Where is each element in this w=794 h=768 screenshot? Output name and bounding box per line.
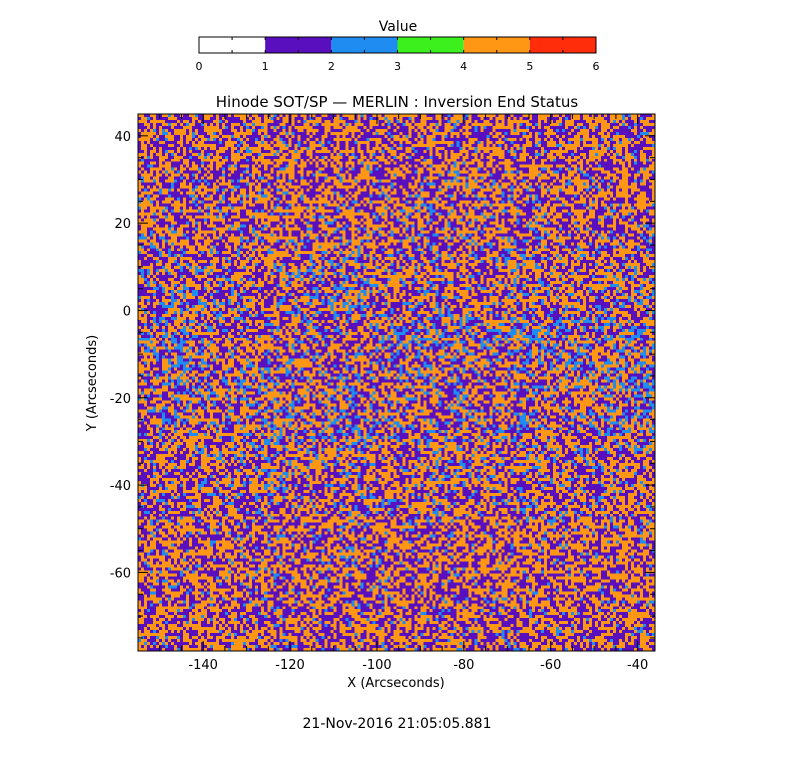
- colorbar-title: Value: [379, 19, 417, 35]
- colorbar-tick-label: 1: [262, 60, 269, 73]
- colorbar-tick-label: 6: [593, 60, 600, 73]
- y-axis: 40 20 0 -20 -40 -60: [110, 113, 655, 639]
- colorbar-segment: [529, 37, 596, 53]
- colorbar-segment: [397, 37, 464, 53]
- colorbar-ticks: 0 1 2 3 4 5 6: [196, 60, 600, 73]
- x-tick-label: -40: [627, 658, 648, 673]
- x-tick-label: -60: [540, 658, 561, 673]
- y-axis-label: Y (Arcseconds): [85, 335, 100, 432]
- timestamp: 21-Nov-2016 21:05:05.881: [303, 716, 492, 732]
- x-axis-label: X (Arcseconds): [347, 676, 444, 691]
- colorbar-tick-label: 2: [328, 60, 335, 73]
- colorbar: [198, 36, 597, 54]
- heatmap-image: [138, 114, 655, 651]
- y-tick-label: 20: [114, 217, 131, 232]
- colorbar-tick-label: 0: [196, 60, 203, 73]
- chart-title: Hinode SOT/SP — MERLIN : Inversion End S…: [216, 93, 579, 111]
- colorbar-tick-label: 3: [394, 60, 401, 73]
- colorbar-frame: [198, 36, 597, 54]
- plot-frame: [137, 113, 656, 652]
- x-tick-label: -120: [275, 658, 305, 673]
- colorbar-tick-label: 4: [460, 60, 467, 73]
- y-tick-label: -40: [110, 479, 131, 494]
- colorbar-segment: [463, 37, 530, 53]
- plot-area: [137, 113, 656, 652]
- y-tick-label: 0: [123, 304, 131, 319]
- colorbar-segment: [265, 37, 332, 53]
- colorbar-segment: [199, 37, 266, 53]
- x-tick-label: -140: [188, 658, 218, 673]
- colorbar-segment: [331, 37, 398, 53]
- y-tick-label: 40: [114, 130, 131, 145]
- colorbar-tick-label: 5: [526, 60, 533, 73]
- y-tick-label: -20: [110, 392, 131, 407]
- x-tick-label: -80: [453, 658, 474, 673]
- x-tick-label: -100: [362, 658, 392, 673]
- x-axis: -140 -120 -100 -80 -60 -40: [159, 114, 648, 673]
- y-tick-label: -60: [110, 566, 131, 581]
